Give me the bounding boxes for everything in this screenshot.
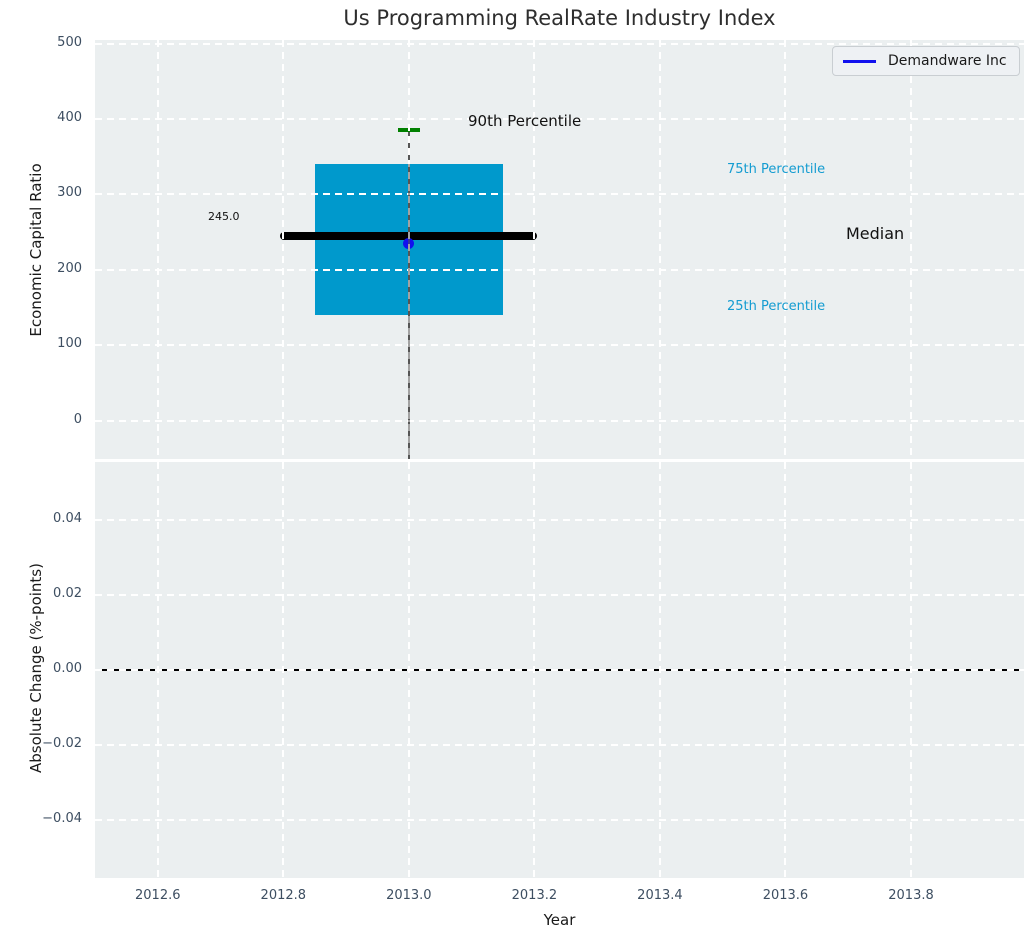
annotation-75th-percentile: 75th Percentile xyxy=(727,162,825,177)
legend-label: Demandware Inc xyxy=(888,53,1007,69)
y-tick-label: 500 xyxy=(0,35,82,50)
figure: Us Programming RealRate Industry Index 9… xyxy=(0,0,1034,942)
whisker-overlay xyxy=(408,164,410,459)
gridline xyxy=(784,40,786,459)
gridline xyxy=(659,40,661,459)
x-tick-label: 2012.8 xyxy=(243,888,323,903)
bottom-axes xyxy=(95,462,1024,878)
chart-title: Us Programming RealRate Industry Index xyxy=(95,6,1024,30)
x-tick-label: 2013.4 xyxy=(620,888,700,903)
y-tick-label: 300 xyxy=(0,185,82,200)
y-tick-label: 400 xyxy=(0,110,82,125)
gridline xyxy=(910,462,912,878)
x-tick-label: 2012.6 xyxy=(118,888,198,903)
annotation-25th-percentile: 25th Percentile xyxy=(727,299,825,314)
gridline xyxy=(95,519,1024,521)
gridline xyxy=(95,269,1024,271)
gridline xyxy=(157,40,159,459)
y-tick-label: 200 xyxy=(0,261,82,276)
gridline xyxy=(533,40,535,459)
x-tick-label: 2013.6 xyxy=(745,888,825,903)
gridline xyxy=(282,40,284,459)
gridline xyxy=(157,462,159,878)
gridline xyxy=(408,462,410,878)
gridline xyxy=(910,40,912,459)
gridline xyxy=(95,43,1024,45)
x-tick-label: 2013.0 xyxy=(369,888,449,903)
gridline xyxy=(95,669,1024,671)
gridline xyxy=(95,344,1024,346)
annotation-median: Median xyxy=(846,224,904,243)
y-tick-label: −0.04 xyxy=(0,811,82,826)
legend: Demandware Inc xyxy=(832,46,1020,76)
gridline xyxy=(95,193,1024,195)
y-tick-label: −0.02 xyxy=(0,736,82,751)
gridline xyxy=(95,819,1024,821)
median-value-label: 245.0 xyxy=(208,210,240,223)
gridline xyxy=(784,462,786,878)
gridline xyxy=(95,594,1024,596)
y-tick-label: 0 xyxy=(0,412,82,427)
top-axes xyxy=(95,40,1024,459)
x-tick-label: 2013.2 xyxy=(494,888,574,903)
y-tick-label: 0.04 xyxy=(0,511,82,526)
gridline xyxy=(533,462,535,878)
gridline xyxy=(659,462,661,878)
annotation-90th-percentile: 90th Percentile xyxy=(468,112,581,130)
legend-line-icon xyxy=(843,60,876,63)
gridline xyxy=(95,420,1024,422)
y-tick-label: 0.02 xyxy=(0,586,82,601)
gridline xyxy=(282,462,284,878)
x-tick-label: 2013.8 xyxy=(871,888,951,903)
y-tick-label: 0.00 xyxy=(0,661,82,676)
x-axis-label: Year xyxy=(95,911,1024,929)
y-tick-label: 100 xyxy=(0,336,82,351)
gridline xyxy=(95,744,1024,746)
